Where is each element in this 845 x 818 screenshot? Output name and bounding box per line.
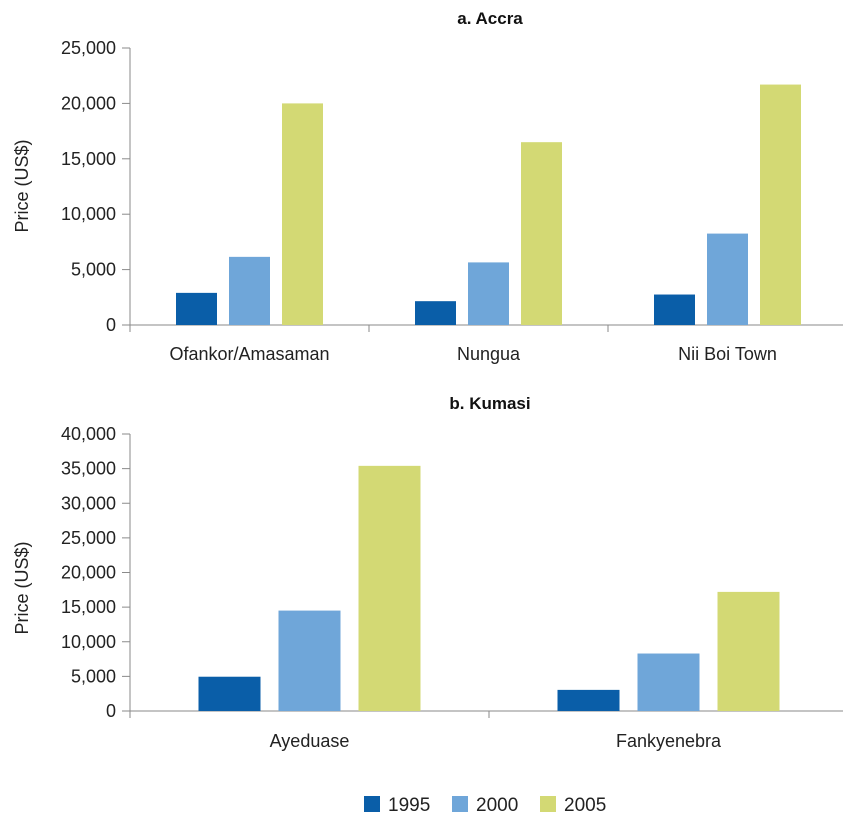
bar-1995 [198,676,261,711]
bar-2000 [278,610,341,711]
y-tick-label: 15,000 [61,597,116,617]
y-tick-label: 20,000 [61,563,116,583]
y-tick-label: 30,000 [61,493,116,513]
y-tick-label: 5,000 [71,666,116,686]
chart-title: b. Kumasi [449,394,530,413]
x-category-label: Ofankor/Amasaman [169,344,329,364]
y-axis-label: Price (US$) [12,139,32,232]
y-tick-label: 0 [106,315,116,335]
legend-swatch-2000 [452,796,468,812]
legend-label-2005: 2005 [564,795,606,816]
y-tick-label: 25,000 [61,528,116,548]
legend-label-2000: 2000 [476,795,518,816]
y-tick-label: 10,000 [61,632,116,652]
chart-kumasi: b. Kumasi Price (US$) 0 5,000 10,000 15,000… [12,394,843,751]
y-tick-label: 0 [106,701,116,721]
chart-title: a. Accra [457,9,523,28]
bar-2000 [229,256,270,325]
legend-swatch-1995 [364,796,380,812]
y-tick-label: 15,000 [61,149,116,169]
y-tick-label: 10,000 [61,204,116,224]
y-tick-label: 5,000 [71,260,116,280]
legend-label-1995: 1995 [388,795,430,816]
bar-1995 [654,294,695,325]
y-tick-label: 20,000 [61,93,116,113]
chart-accra: a. Accra Price (US$) 0 5,000 10,000 15,000 2… [12,9,843,364]
x-category-label: Nungua [457,344,521,364]
bar-2005 [282,103,323,326]
x-category-label: Ayeduase [270,731,350,751]
y-axis-label: Price (US$) [12,541,32,634]
x-category-label: Nii Boi Town [678,344,777,364]
y-tick-label: 40,000 [61,424,116,444]
bar-2005 [358,465,421,711]
bar-2000 [637,653,700,711]
legend-swatch-2005 [540,796,556,812]
y-tick-label: 25,000 [61,38,116,58]
bar-2005 [717,591,780,711]
bar-1995 [176,292,217,325]
bar-1995 [415,301,456,325]
legend: 1995 2000 2005 [364,795,606,816]
x-category-label: Fankyenebra [616,731,722,751]
bar-1995 [557,689,620,711]
bar-2000 [468,262,509,325]
bar-2005 [521,142,562,325]
bar-2000 [707,233,748,325]
bar-2005 [760,84,801,326]
y-tick-label: 35,000 [61,459,116,479]
